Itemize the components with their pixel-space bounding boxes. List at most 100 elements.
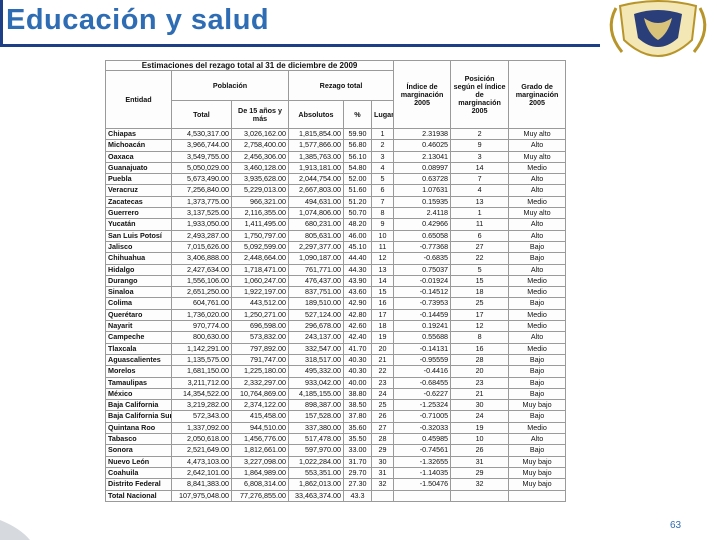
table-cell: 26 bbox=[450, 444, 510, 457]
table-cell: Medio bbox=[508, 161, 567, 175]
table-cell: 517,478.00 bbox=[288, 433, 344, 446]
table-cell: 11 bbox=[450, 218, 510, 231]
table-row: Aguascalientes 1,135,575.00 791,747.00 318,… bbox=[105, 353, 567, 367]
table-cell: 494,631.00 bbox=[288, 195, 344, 209]
table-cell: 1,060,247.00 bbox=[231, 274, 289, 288]
table-row: Sonora 2,521,649.00 1,812,661.00 597,970.00… bbox=[105, 444, 567, 457]
table-cell: 5,092,599.00 bbox=[231, 240, 289, 254]
table-cell: 443,512.00 bbox=[231, 297, 289, 310]
table-row: Tabasco 2,050,618.00 1,456,776.00 517,478.0… bbox=[105, 433, 567, 446]
table-cell: 0.55688 bbox=[393, 331, 452, 344]
row-header: Jalisco bbox=[105, 240, 172, 254]
table-cell: 17 bbox=[450, 308, 510, 322]
column-header: Índice de marginación 2005 bbox=[393, 60, 452, 129]
table-cell: 0.63728 bbox=[393, 173, 452, 186]
table-cell: 17 bbox=[370, 308, 395, 322]
row-header: Campeche bbox=[105, 331, 172, 344]
table-cell: 4 bbox=[450, 184, 510, 197]
table-cell: -0.14459 bbox=[393, 308, 452, 322]
table-cell: 27.30 bbox=[343, 478, 372, 491]
table-cell: 32 bbox=[370, 478, 395, 491]
table-row: Distrito Federal 8,841,383.00 6,808,314.00… bbox=[105, 478, 567, 491]
table-cell: 42.90 bbox=[343, 297, 372, 310]
table-cell: 1 bbox=[450, 207, 510, 220]
table-cell: 1,750,797.00 bbox=[231, 229, 289, 242]
table-row: Durango 1,556,106.00 1,060,247.00 476,437.0… bbox=[105, 274, 567, 288]
table-cell: -0.74561 bbox=[393, 444, 452, 457]
table-cell: 1,736,020.00 bbox=[171, 308, 232, 322]
table-cell: 40.30 bbox=[343, 353, 372, 367]
table-cell: 3,406,888.00 bbox=[171, 252, 232, 265]
table-cell: 527,124.00 bbox=[288, 308, 344, 322]
table-cell: 22 bbox=[450, 252, 510, 265]
table-cell: -0.14512 bbox=[393, 286, 452, 299]
table-cell: 3,026,162.00 bbox=[231, 127, 289, 141]
table-cell: 3,549,755.00 bbox=[171, 150, 232, 163]
table-cell: Alto bbox=[508, 218, 567, 231]
column-header: Lugar bbox=[370, 100, 395, 129]
table-cell: 1,913,181.00 bbox=[288, 161, 344, 175]
table-cell: 0.75037 bbox=[393, 263, 452, 276]
table-cell: 24 bbox=[450, 410, 510, 423]
table-cell: 14 bbox=[450, 161, 510, 175]
table-row: Querétaro 1,736,020.00 1,250,271.00 527,124… bbox=[105, 308, 567, 322]
row-header: Baja California bbox=[105, 399, 172, 412]
table-cell: 0.19241 bbox=[393, 320, 452, 333]
table-cell: 2.4118 bbox=[393, 207, 452, 220]
table-cell: 2,493,287.00 bbox=[171, 229, 232, 242]
table-cell: 2,521,649.00 bbox=[171, 444, 232, 457]
table-row: Baja California Sur 572,343.00 415,458.00 1… bbox=[105, 410, 567, 423]
table-row: Tamaulipas 3,211,712.00 2,332,297.00 933,04… bbox=[105, 376, 567, 389]
table-cell: 572,343.00 bbox=[171, 410, 232, 423]
table-cell: 966,321.00 bbox=[231, 195, 289, 209]
table-cell: 23 bbox=[450, 376, 510, 389]
table-cell: 35.60 bbox=[343, 421, 372, 435]
row-header: Coahuila bbox=[105, 466, 172, 480]
table-cell: 42.60 bbox=[343, 320, 372, 333]
table-cell: 696,598.00 bbox=[231, 320, 289, 333]
table-cell: 1,933,050.00 bbox=[171, 218, 232, 231]
table-cell: 28 bbox=[450, 353, 510, 367]
table-cell: Alto bbox=[508, 433, 567, 446]
table-row: Veracruz 7,256,840.00 5,229,013.00 2,667,80… bbox=[105, 184, 567, 197]
table-cell: 6 bbox=[370, 184, 395, 197]
table-cell: Alto bbox=[508, 263, 567, 276]
table-cell: 2,642,101.00 bbox=[171, 466, 232, 480]
table-cell: 332,547.00 bbox=[288, 342, 344, 355]
table-cell: 43.3 bbox=[343, 489, 372, 502]
table-cell: 157,528.00 bbox=[288, 410, 344, 423]
table-cell: Alto bbox=[508, 331, 567, 344]
table-cell: Medio bbox=[508, 195, 567, 209]
table-cell: 52.00 bbox=[343, 173, 372, 186]
column-header: De 15 años y más bbox=[231, 100, 289, 129]
table-row: Michoacán 3,966,744.00 2,758,400.00 1,577,8… bbox=[105, 139, 567, 152]
table-cell: 1,373,775.00 bbox=[171, 195, 232, 209]
table-row: Nuevo León 4,473,103.00 3,227,098.00 1,022,… bbox=[105, 455, 567, 468]
table-row: Yucatán 1,933,050.00 1,411,495.00 680,231.0… bbox=[105, 218, 567, 231]
slide-title: Educación y salud bbox=[6, 4, 270, 36]
table-cell: Bajo bbox=[508, 376, 567, 389]
row-header: Guerrero bbox=[105, 207, 172, 220]
table-cell: 38.50 bbox=[343, 399, 372, 412]
table-cell: -0.77368 bbox=[393, 240, 452, 254]
table-cell: Alto bbox=[508, 184, 567, 197]
table-cell: 21 bbox=[370, 353, 395, 367]
table-cell: 30 bbox=[450, 399, 510, 412]
table-cell: Bajo bbox=[508, 410, 567, 423]
table-cell: 4 bbox=[370, 161, 395, 175]
table-cell: 16 bbox=[370, 297, 395, 310]
table-cell: 7 bbox=[370, 195, 395, 209]
row-header: Tamaulipas bbox=[105, 376, 172, 389]
table-cell: 2,448,664.00 bbox=[231, 252, 289, 265]
row-header: Baja California Sur bbox=[105, 410, 172, 423]
table-cell: 13 bbox=[450, 195, 510, 209]
table-cell: 19 bbox=[370, 331, 395, 344]
table-cell: 9 bbox=[450, 139, 510, 152]
table-cell: 10 bbox=[370, 229, 395, 242]
table-cell: 800,630.00 bbox=[171, 331, 232, 344]
table-row: Quintana Roo 1,337,092.00 944,510.00 337,38… bbox=[105, 421, 567, 435]
table-cell: -1.50476 bbox=[393, 478, 452, 491]
table-cell: 51.60 bbox=[343, 184, 372, 197]
table-cell: 7 bbox=[450, 173, 510, 186]
table-cell: 29.70 bbox=[343, 466, 372, 480]
